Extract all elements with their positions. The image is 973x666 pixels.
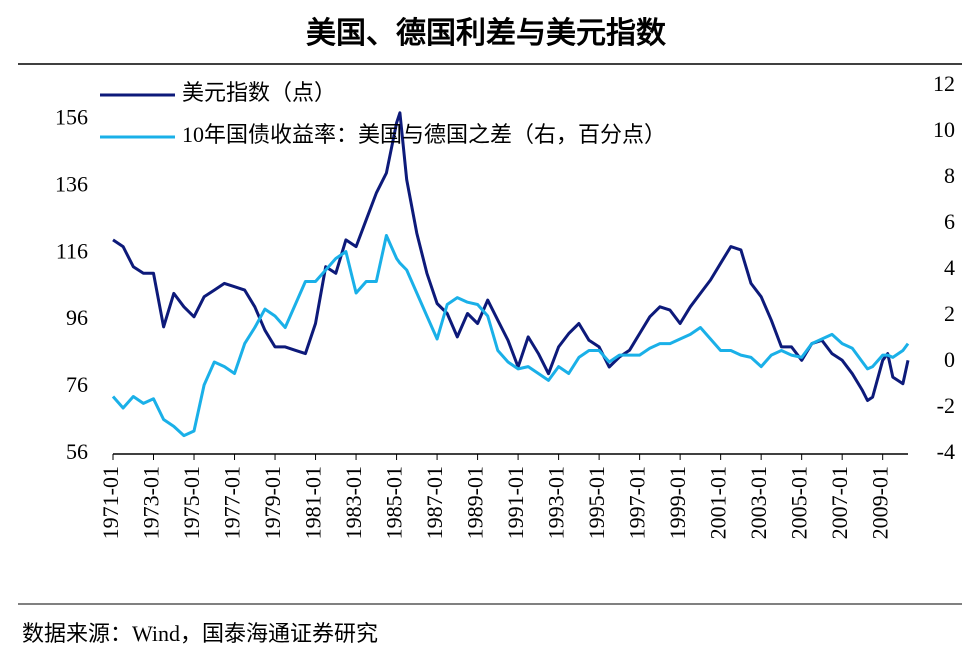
x-tick-label: 2007-01 [827,466,852,539]
y2-tick-label: 0 [944,347,955,372]
x-tick-label: 1983-01 [341,466,366,539]
y-tick-label: 116 [56,238,88,263]
source: 数据来源：Wind，国泰海通证券研究 [22,621,378,646]
y2-tick-label: -2 [937,393,955,418]
y2-tick-label: 8 [944,163,955,188]
x-tick-label: 1973-01 [139,466,164,539]
x-tick-label: 2005-01 [787,466,812,539]
x-tick-label: 1985-01 [382,466,407,539]
series-line [111,234,910,438]
y-tick-label: 136 [55,171,88,196]
x-tick-label: 1995-01 [584,466,609,539]
chart-title: 美国、德国利差与美元指数 [306,16,667,50]
y-tick-label: 56 [66,439,88,464]
y-tick-label: 96 [66,305,88,330]
x-tick-label: 1979-01 [260,466,285,539]
y-tick-label: 76 [66,372,88,397]
x-tick-label: 2003-01 [746,466,771,539]
x-tick-label: 1997-01 [625,466,650,539]
y2-tick-label: 12 [933,71,955,96]
x-tick-label: 1989-01 [463,466,488,539]
x-tick-label: 1999-01 [665,466,690,539]
x-tick-label: 1977-01 [220,466,245,539]
x-tick-label: 2009-01 [868,466,893,539]
legend-label: 美元指数（点） [182,80,336,105]
y-tick-label: 156 [55,105,88,130]
y2-tick-label: 6 [944,209,955,234]
x-tick-label: 1971-01 [98,466,123,539]
y2-tick-label: 10 [933,117,955,142]
x-tick-label: 2001-01 [706,466,731,539]
x-tick-label: 1975-01 [179,466,204,539]
x-tick-label: 1987-01 [422,466,447,539]
x-tick-label: 1981-01 [301,466,326,539]
y2-tick-label: -4 [937,439,955,464]
y2-tick-label: 2 [944,301,955,326]
x-tick-label: 1993-01 [544,466,569,539]
y2-tick-label: 4 [944,255,955,280]
series-line [112,111,910,402]
x-tick-label: 1991-01 [503,466,528,539]
legend-label: 10年国债收益率：美国与德国之差（右，百分点） [182,122,666,147]
